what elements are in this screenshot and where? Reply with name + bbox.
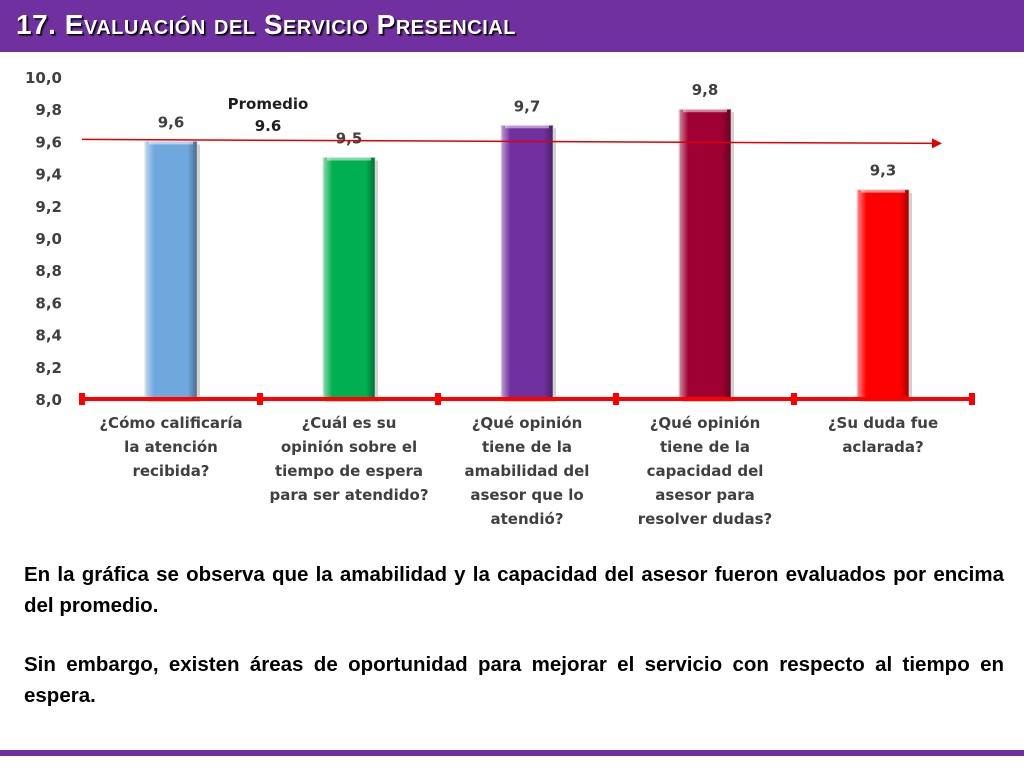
category-label: ¿Cuál es su opinión sobre el tiempo de esp… (269, 414, 428, 504)
y-tick-label: 8,4 (35, 327, 62, 345)
data-label: 9,3 (870, 162, 897, 180)
y-tick-label: 9,6 (35, 133, 62, 151)
category-label-line: recibida? (132, 462, 209, 480)
data-label: 9,5 (336, 130, 363, 148)
bar-bevel (501, 125, 553, 400)
category-label-line: aclarada? (842, 438, 923, 456)
bar-chart: 8,0 8,2 8,4 8,6 8,8 9,0 9,2 9,4 9,6 9,8 10,0 9,6 ¿Có… (25, 69, 975, 528)
category-label-line: ¿Su duda fue (828, 414, 938, 432)
data-label: 9,7 (514, 97, 541, 115)
average-label-line: Promedio (228, 95, 309, 113)
category-label-line: resolver dudas? (638, 510, 772, 528)
category-label-line: tiempo de espera (275, 462, 423, 480)
x-axis-tick (257, 393, 263, 405)
x-axis-tick (791, 393, 797, 405)
average-line (81, 138, 942, 149)
y-tick-label: 9,8 (35, 101, 62, 119)
category-label-line: tiene de la (482, 438, 572, 456)
data-label: 9,6 (158, 113, 185, 131)
bar-highlight (683, 109, 727, 113)
bar-bevel (145, 141, 197, 399)
x-axis-tick (613, 393, 619, 405)
x-axis-tick (969, 393, 975, 405)
category-label-line: opinión sobre el (281, 438, 417, 456)
y-tick-label: 8,6 (35, 294, 62, 312)
category-label-line: tiene de la (660, 438, 750, 456)
category-label-line: amabilidad del (465, 462, 590, 480)
average-label-line: 9.6 (255, 117, 282, 135)
title-bar: 17. Evaluación del Servicio Presencial (0, 0, 1024, 52)
slide-title: 17. Evaluación del Servicio Presencial (16, 9, 516, 40)
category-label-line: atendió? (490, 510, 563, 528)
category-label: ¿Qué opinión tiene de la amabilidad del ase… (465, 414, 590, 528)
y-tick-label: 9,2 (35, 198, 62, 216)
y-tick-label: 8,8 (35, 262, 62, 280)
category-label-line: ¿Qué opinión (650, 414, 761, 432)
category-label-line: ¿Qué opinión (472, 414, 583, 432)
x-axis-tick (435, 393, 441, 405)
category-label-line: asesor que lo (470, 486, 583, 504)
bar-highlight (327, 157, 371, 161)
bar-bevel (323, 157, 375, 399)
bar-highlight (505, 125, 549, 129)
bar-highlight (149, 141, 193, 145)
y-tick-label: 9,0 (35, 230, 62, 248)
bar-bevel (857, 189, 909, 399)
category-label-line: ¿Cómo calificaría (99, 414, 242, 432)
data-label: 9,8 (692, 81, 719, 99)
opportunity-paragraph: Sin embargo, existen áreas de oportunida… (24, 653, 1004, 707)
category-label: ¿Qué opinión tiene de la capacidad del ases… (638, 414, 772, 528)
y-tick-label: 10,0 (25, 69, 62, 87)
y-tick-label: 9,4 (35, 166, 62, 184)
x-axis-tick (79, 393, 85, 405)
average-label: Promedio 9.6 (228, 95, 309, 135)
category-label: ¿Cómo calificaría la atención recibida? (99, 414, 242, 480)
category-label-line: la atención (124, 438, 218, 456)
y-tick-label: 8,0 (35, 391, 62, 409)
category-label-line: capacidad del (647, 462, 764, 480)
category-label-line: ¿Cuál es su (302, 414, 397, 432)
footer-bar (0, 750, 1024, 756)
y-tick-label: 8,2 (35, 359, 62, 377)
category-label: ¿Su duda fue aclarada? (828, 414, 938, 456)
observation-paragraph: En la gráfica se observa que la amabilid… (24, 563, 1004, 617)
category-label-line: asesor para (655, 486, 754, 504)
bar-highlight (861, 189, 905, 193)
category-label-line: para ser atendido? (269, 486, 428, 504)
bar-bevel (679, 109, 731, 399)
